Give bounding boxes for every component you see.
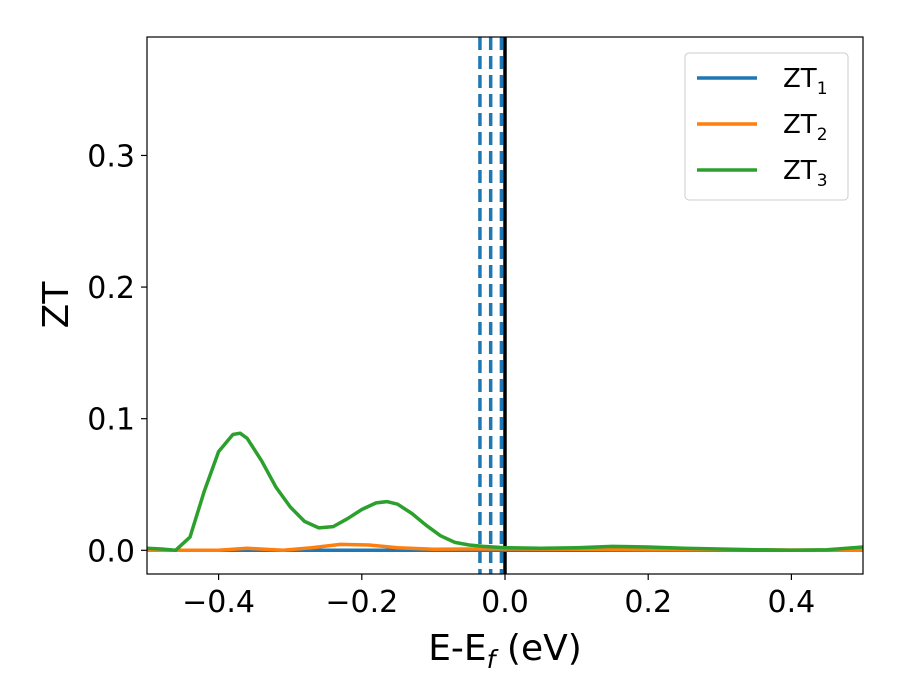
y-axis-ticks: 0.0 0.1 0.2 0.3	[87, 139, 147, 569]
legend-label-1: ZT1	[783, 64, 828, 99]
y-tick-label: 0.0	[87, 534, 135, 569]
y-tick-label: 0.1	[87, 403, 135, 438]
x-axis-ticks: −0.4 −0.2 0.0 0.2 0.4	[182, 574, 815, 620]
x-tick-label: 0.0	[481, 585, 529, 620]
series-line-2	[147, 542, 863, 553]
vertical-lines	[478, 37, 507, 574]
x-tick-label: 0.4	[768, 585, 816, 620]
y-tick-label: 0.2	[87, 271, 135, 306]
series-lines	[147, 431, 863, 553]
legend-items: ZT1 ZT2 ZT3	[697, 64, 828, 191]
legend-label-3: ZT3	[783, 156, 828, 191]
x-axis-label-unit: (eV)	[495, 628, 581, 669]
legend-frame	[684, 52, 849, 201]
x-tick-label: −0.4	[182, 585, 255, 620]
y-tick-label: 0.3	[87, 139, 135, 174]
x-tick-label: 0.2	[624, 585, 672, 620]
x-tick-label: −0.2	[325, 585, 398, 620]
legend-label-2: ZT2	[783, 110, 828, 145]
y-axis-label: ZT	[36, 281, 77, 329]
legend: ZT1 ZT2 ZT3	[684, 52, 849, 201]
x-axis-label: E-Ef (eV)	[428, 628, 582, 674]
series-line-3	[147, 431, 863, 553]
